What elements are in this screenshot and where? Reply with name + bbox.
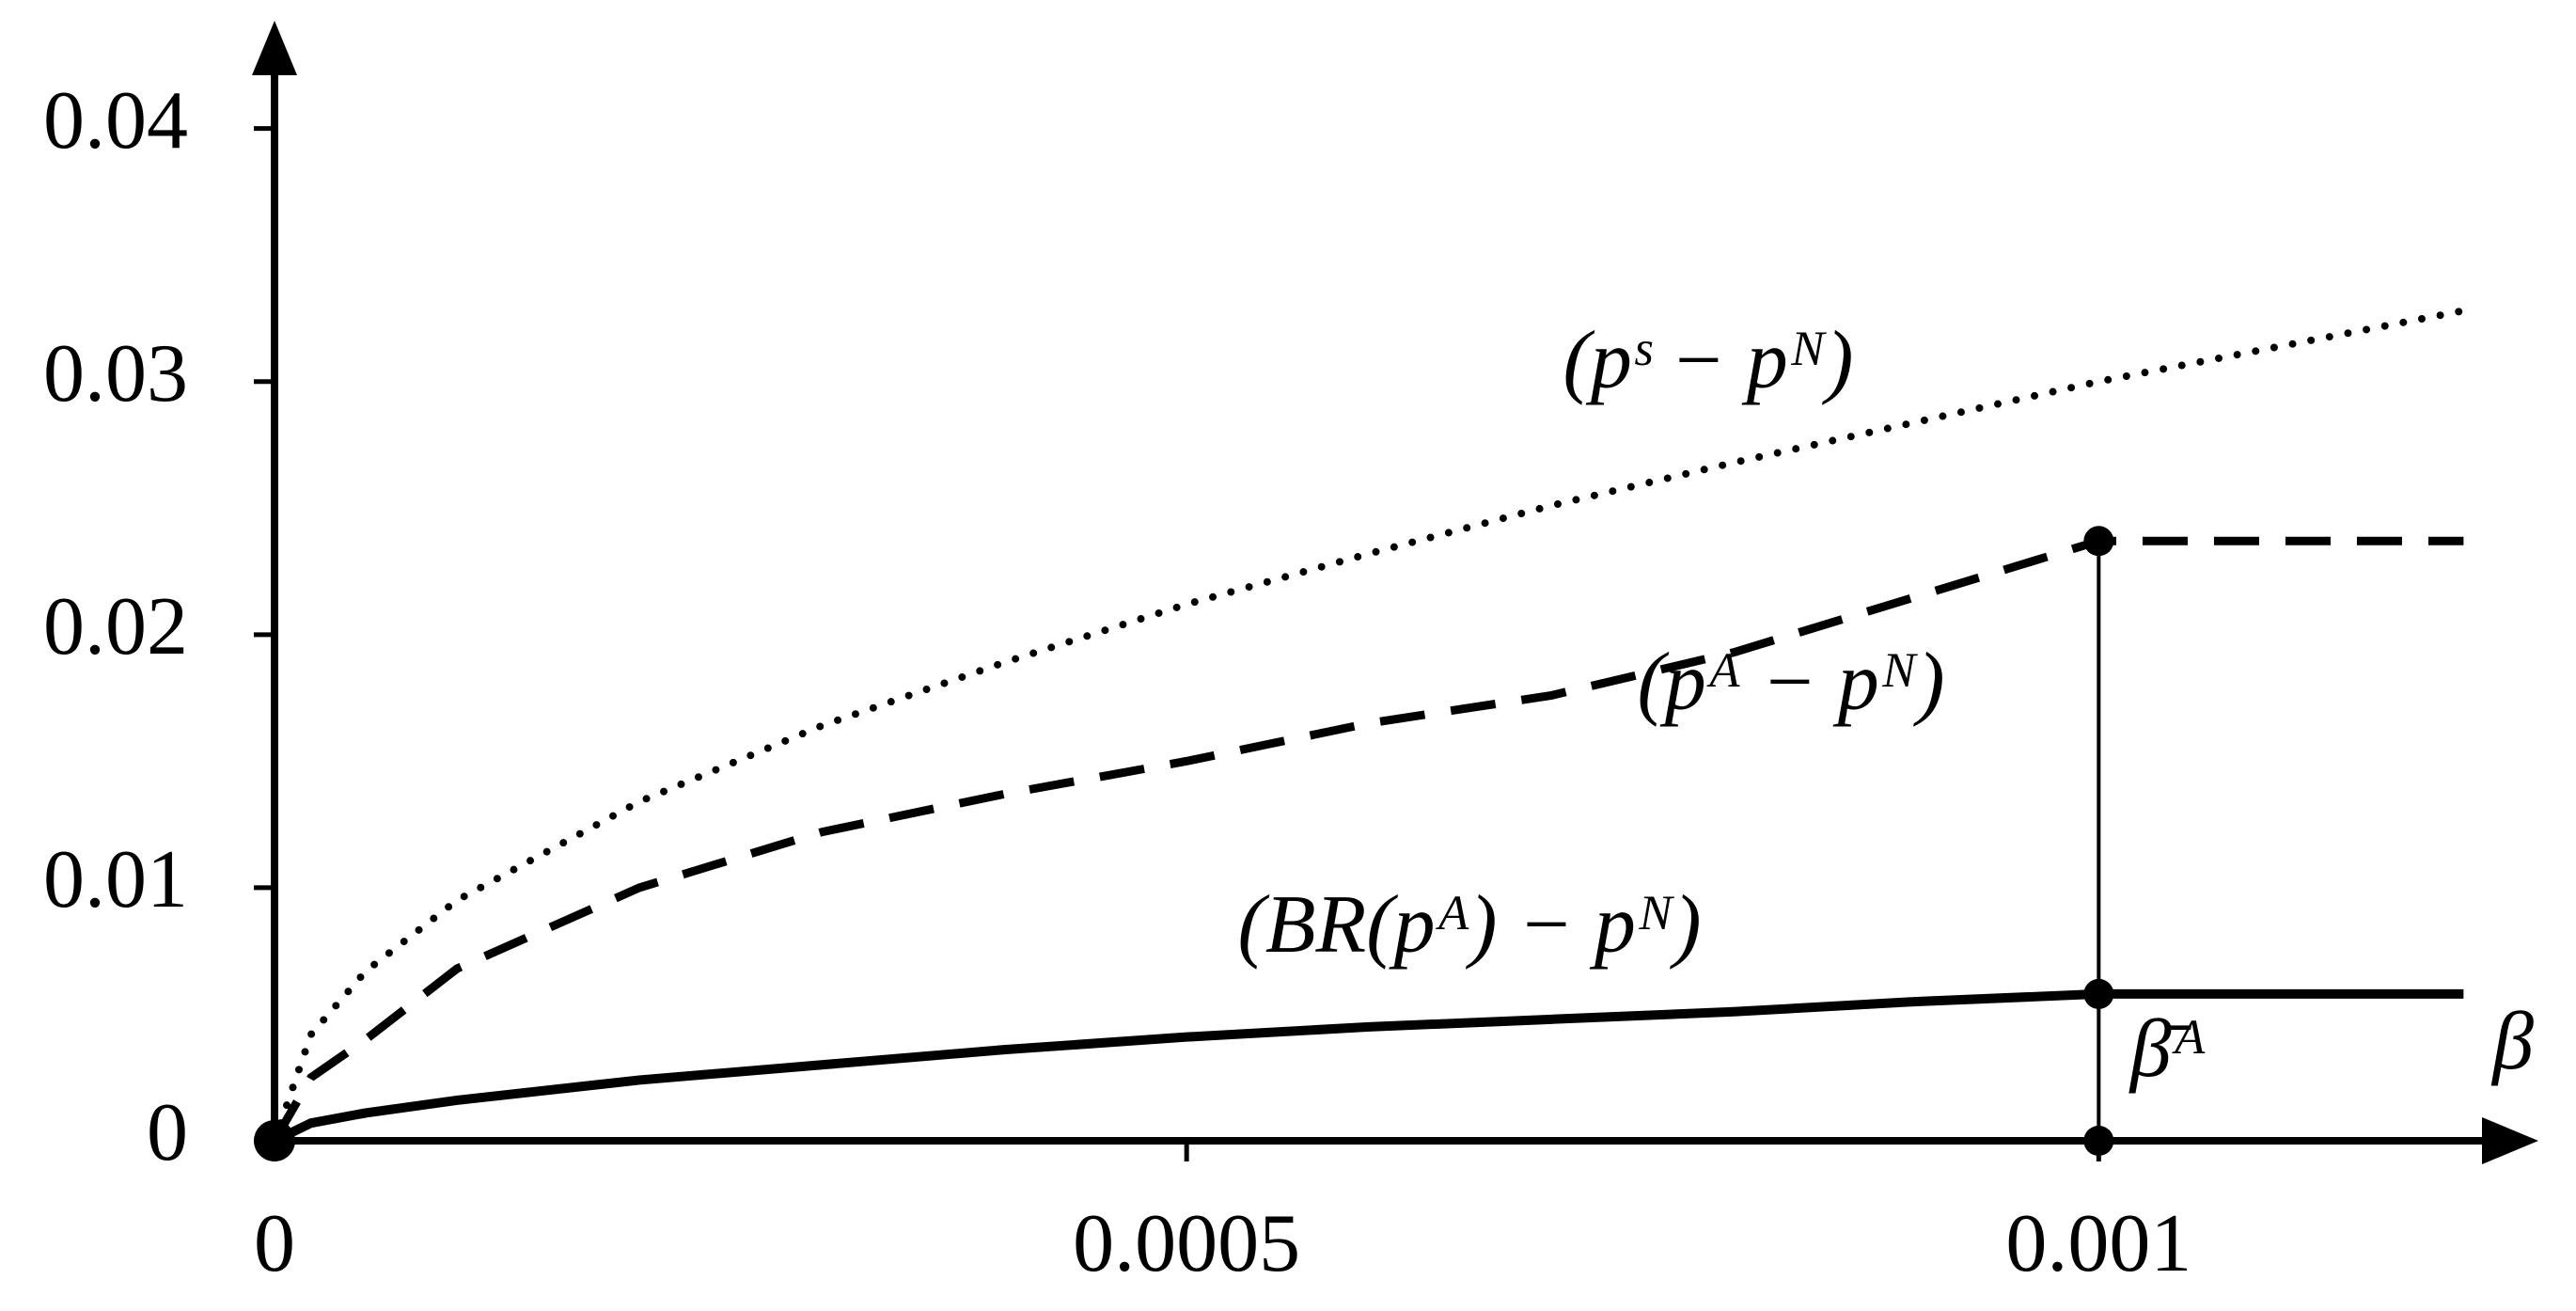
x-axis-label: β xyxy=(2490,996,2534,1087)
series-label: (pˢ − pᴺ) xyxy=(1563,315,1854,406)
y-tick-label: 0.01 xyxy=(43,834,188,925)
marker xyxy=(2083,1126,2114,1156)
x-arrow xyxy=(2482,1117,2538,1164)
y-tick-label: 0 xyxy=(147,1087,188,1178)
axes xyxy=(252,21,2538,1164)
annotation: β̄ᴬ xyxy=(2128,1003,2206,1095)
marker xyxy=(254,1120,295,1161)
x-tick-label: 0 xyxy=(254,1198,295,1289)
marker xyxy=(2083,526,2114,557)
marker xyxy=(2083,978,2114,1009)
series-line xyxy=(271,536,2464,1144)
series-line xyxy=(271,307,2468,1145)
series-label: (BR(pᴬ) − pᴺ) xyxy=(1237,879,1701,971)
y-tick-label: 0.02 xyxy=(43,581,188,672)
y-arrow xyxy=(252,21,297,75)
x-tick-label: 0.001 xyxy=(2005,1198,2191,1289)
y-tick-label: 0.04 xyxy=(43,75,188,166)
series-label: (pᴬ − pᴺ) xyxy=(1638,637,1945,728)
x-tick-label: 0.0005 xyxy=(1073,1198,1300,1289)
series-line xyxy=(272,988,2464,1145)
y-tick-label: 0.03 xyxy=(43,328,188,419)
